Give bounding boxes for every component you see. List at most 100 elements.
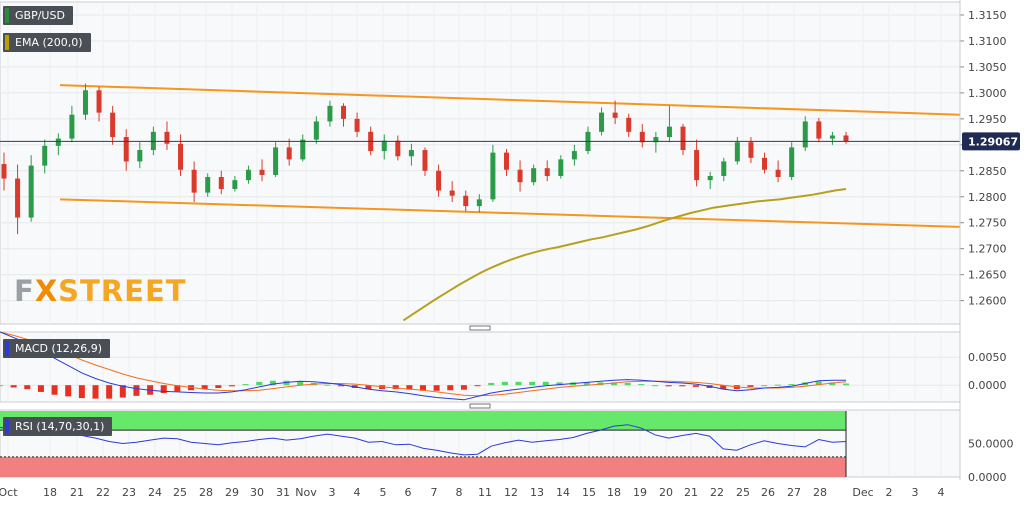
date-tick-label: 4 xyxy=(354,486,361,499)
candle-body xyxy=(762,157,768,170)
macd-histogram-bar xyxy=(392,385,399,390)
macd-panel-label: MACD (12,26,9) xyxy=(3,339,111,358)
macd-tick-label: 0.0000 xyxy=(968,379,1007,392)
macd-tick-label: 0.0050 xyxy=(968,351,1007,364)
macd-histogram-bar xyxy=(242,384,249,386)
date-tick-label: 13 xyxy=(530,486,544,499)
candle-body xyxy=(218,177,224,189)
candle-body xyxy=(1,164,7,179)
candle-body xyxy=(273,147,279,175)
macd-histogram-bar xyxy=(10,385,17,388)
macd-histogram-bar xyxy=(665,385,672,387)
macd-histogram-bar xyxy=(774,384,781,386)
macd-histogram-bar xyxy=(433,385,440,391)
date-tick-label: 26 xyxy=(761,486,775,499)
macd-line xyxy=(0,331,846,401)
candle-body xyxy=(734,142,740,162)
candle-body xyxy=(626,117,632,132)
logo-letter-f: F xyxy=(14,274,35,308)
price-tick-label: 1.3000 xyxy=(968,87,1007,100)
candle-body xyxy=(395,140,401,157)
macd-histogram-bar xyxy=(542,381,549,386)
candle-body xyxy=(816,121,822,139)
macd-histogram-bar xyxy=(133,385,140,396)
candle-body xyxy=(558,159,564,176)
date-tick-label: Oct xyxy=(0,486,18,499)
macd-histogram-bar xyxy=(529,381,536,386)
candle-body xyxy=(123,137,129,162)
candle-body xyxy=(191,169,197,193)
date-tick-label: 15 xyxy=(582,486,596,499)
date-tick-label: 25 xyxy=(173,486,187,499)
candle-body xyxy=(381,140,387,152)
candle-body xyxy=(449,190,455,196)
macd-histogram-bar xyxy=(365,385,372,390)
candle-body xyxy=(436,170,442,191)
macd-histogram-bar xyxy=(788,384,795,386)
macd-histogram-bar xyxy=(624,382,631,386)
macd-histogram-bar xyxy=(815,381,822,386)
date-tick-label: 11 xyxy=(478,486,492,499)
date-tick-label: 4 xyxy=(938,486,945,499)
candle-body xyxy=(490,152,496,200)
candle-body xyxy=(82,90,88,115)
panel-splitter-handle-0 xyxy=(469,325,491,331)
price-tick-label: 1.3100 xyxy=(968,35,1007,48)
candle-body xyxy=(28,165,34,218)
price-tick-label: 1.3150 xyxy=(968,9,1007,22)
macd-histogram-bar xyxy=(843,383,849,386)
candle-body xyxy=(327,105,333,122)
price-tick-label: 1.2650 xyxy=(968,269,1007,282)
candle-body xyxy=(96,90,102,113)
macd-histogram-bar xyxy=(324,384,331,386)
candle-body xyxy=(639,131,645,143)
date-tick-label: 23 xyxy=(122,486,136,499)
macd-histogram-bar xyxy=(720,385,727,390)
macd-histogram-bar xyxy=(92,385,99,399)
macd-histogram-bar xyxy=(338,385,345,387)
macd-histogram-bar xyxy=(24,385,31,390)
date-tick-label: 8 xyxy=(456,486,463,499)
last-price-tag xyxy=(962,132,1020,151)
date-tick-label: 21 xyxy=(684,486,698,499)
macd-histogram-bar xyxy=(201,385,208,390)
candle-body xyxy=(69,114,75,139)
date-tick-label: 14 xyxy=(556,486,570,499)
channel-upper-line xyxy=(59,84,961,116)
rsi-tick-label: 50.0000 xyxy=(968,438,1014,451)
candle-body xyxy=(178,143,184,170)
date-tick-label: 22 xyxy=(96,486,110,499)
date-tick-label: 18 xyxy=(607,486,621,499)
price-tick-label: 1.2850 xyxy=(968,165,1007,178)
macd-histogram-bar xyxy=(119,385,126,398)
date-tick-label: Nov xyxy=(295,486,317,499)
last-price-value: 1.29067 xyxy=(968,135,1018,148)
macd-histogram-bar xyxy=(78,385,85,399)
date-tick-label: 31 xyxy=(276,486,290,499)
ema-indicator-label: EMA (200,0) xyxy=(3,33,91,52)
candle-body xyxy=(313,121,319,140)
rsi-line xyxy=(0,424,847,456)
macd-histogram-bar xyxy=(488,382,495,386)
candle-body xyxy=(42,145,48,166)
candle-body xyxy=(802,121,808,148)
price-panel-background xyxy=(0,1,961,325)
right-axis-area xyxy=(960,0,1032,505)
candle-body xyxy=(775,169,781,178)
candle-body xyxy=(666,126,672,138)
date-tick-label: 25 xyxy=(736,486,750,499)
macd-histogram-bar xyxy=(761,385,768,387)
macd-histogram-bar xyxy=(692,385,699,387)
candle-body xyxy=(463,195,469,207)
macd-histogram-bar xyxy=(174,385,181,392)
candle-body xyxy=(164,131,170,144)
macd-histogram-bar xyxy=(747,385,754,387)
price-tick-label: 1.3050 xyxy=(968,61,1007,74)
macd-histogram-bar xyxy=(501,381,508,386)
macd-histogram-bar xyxy=(460,385,467,390)
candle-body xyxy=(544,168,550,176)
macd-histogram-bar xyxy=(447,385,454,391)
candle-body xyxy=(205,177,211,193)
logo-letter-x: X xyxy=(34,274,59,308)
